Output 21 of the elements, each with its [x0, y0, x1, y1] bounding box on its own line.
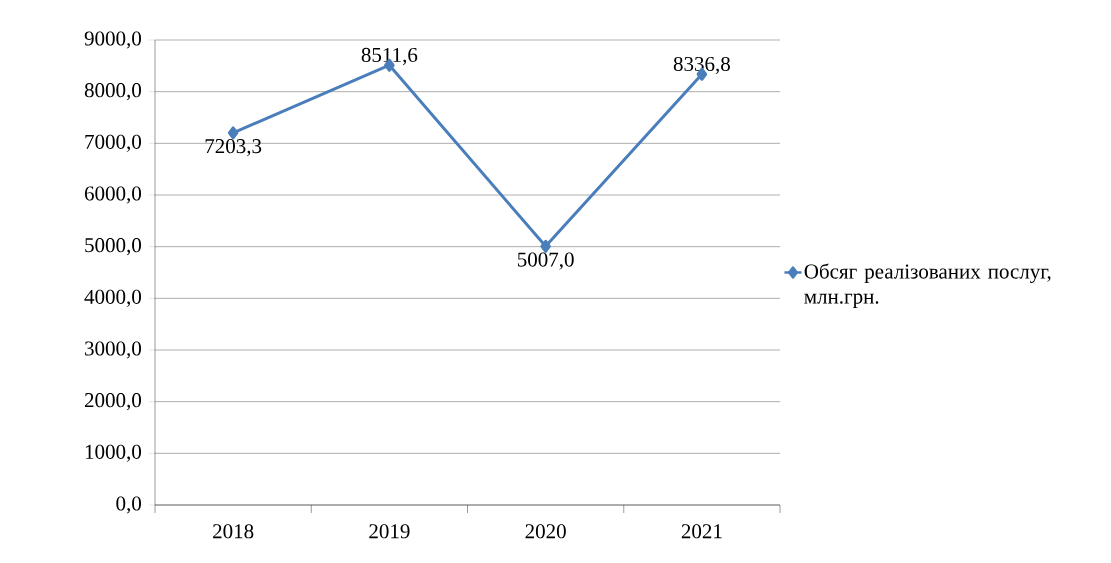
y-tick-label: 7000,0 [85, 134, 142, 152]
x-tick-label: 2018 [213, 524, 254, 539]
x-tick-label: 2019 [369, 524, 410, 539]
x-tick-label: 2020 [525, 524, 566, 539]
data-label: 8511,6 [361, 47, 418, 66]
y-tick-label: 3000,0 [85, 341, 142, 359]
legend-label: Обсяг реалізованих послуг, млн.грн. [804, 263, 1051, 308]
data-label: 7203,3 [205, 139, 262, 157]
data-label: 8336,8 [673, 56, 730, 75]
y-tick-label: 8000,0 [84, 83, 142, 101]
data-label: 5007,0 [517, 252, 574, 270]
x-tick-label: 2021 [681, 524, 722, 539]
y-tick-label: 6000,0 [84, 186, 142, 204]
y-tick-label: 5000,0 [85, 238, 142, 256]
y-tick-label: 4000,0 [84, 289, 142, 307]
y-tick-label: 0,0 [116, 496, 142, 514]
y-tick-label: 2000,0 [84, 393, 142, 411]
point [227, 126, 239, 140]
y-tick-label: 1000,0 [85, 444, 142, 462]
y-tick-label: 9000,0 [84, 31, 142, 49]
point [540, 239, 551, 253]
